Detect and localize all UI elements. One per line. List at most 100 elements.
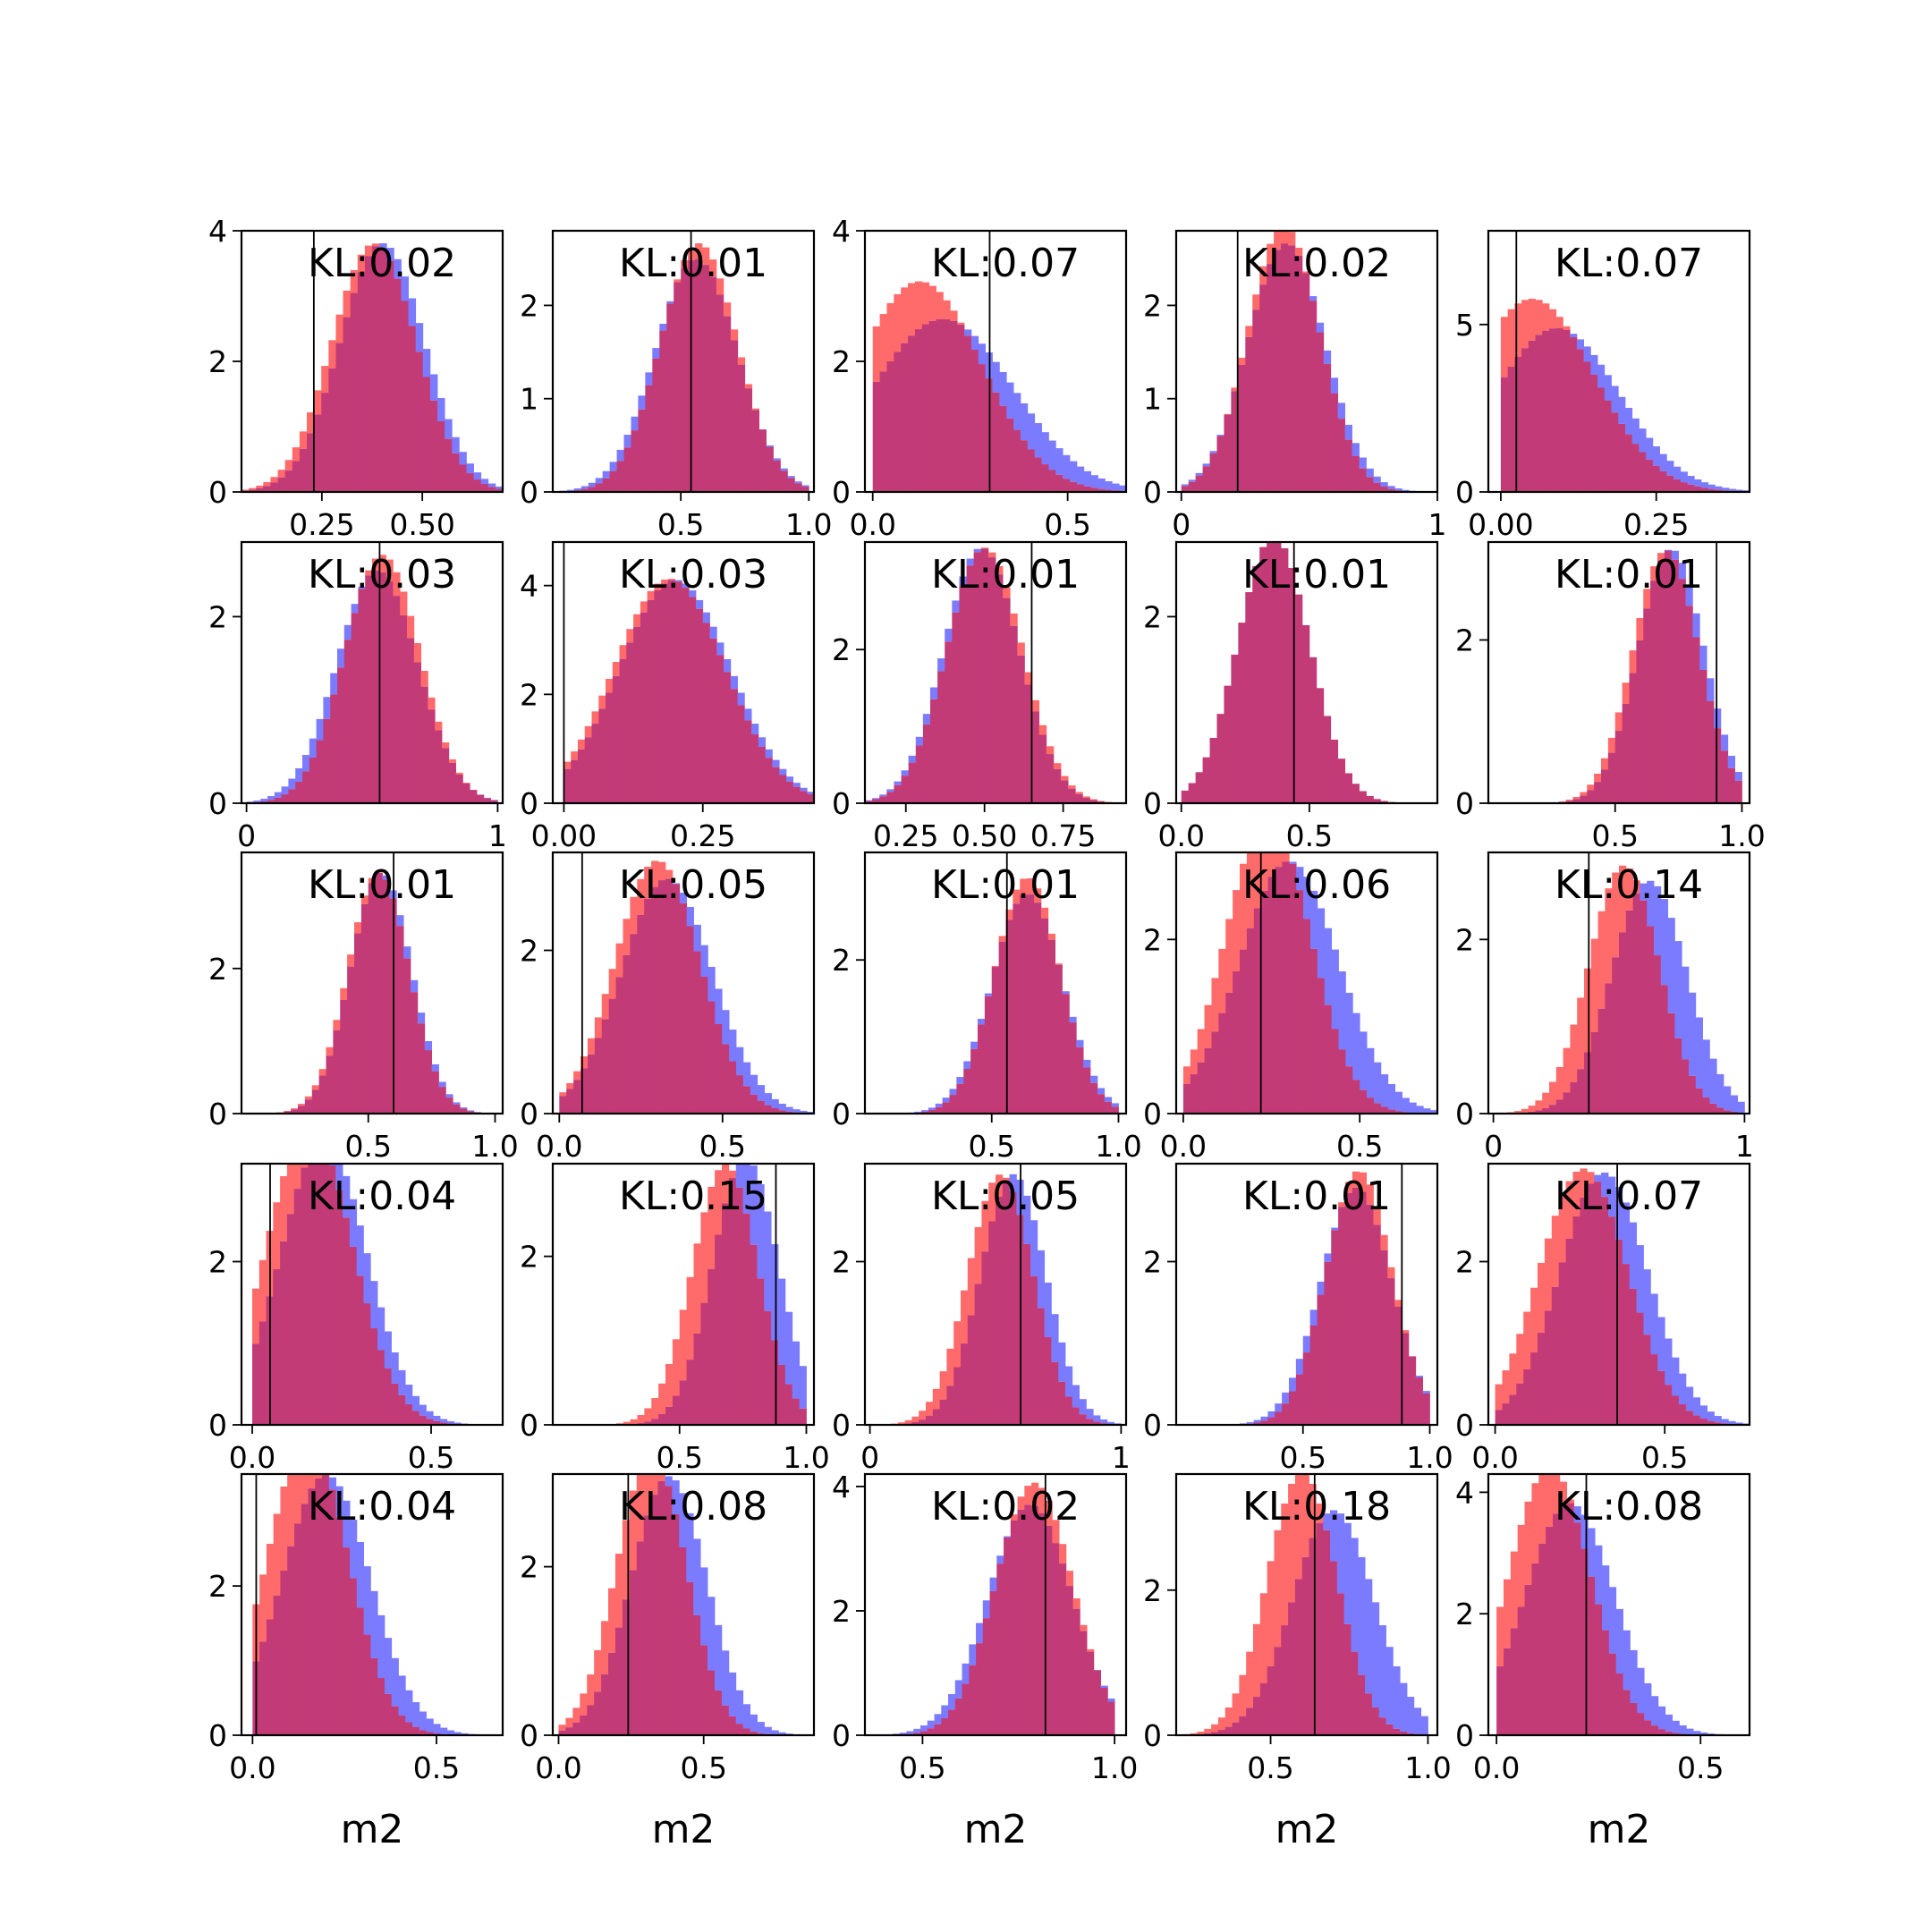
blue-bar	[1595, 1545, 1603, 1605]
overlap-bar	[872, 381, 880, 492]
overlap-bar	[350, 1578, 358, 1735]
y-tick-label: 4	[1455, 1475, 1474, 1510]
blue-bar	[1583, 346, 1591, 362]
blue-bar	[686, 1513, 694, 1582]
red-bar	[1394, 1300, 1402, 1307]
blue-bar	[757, 1183, 765, 1279]
overlap-bar	[1714, 1422, 1722, 1425]
blue-bar	[935, 1103, 944, 1107]
blue-bar	[349, 1199, 358, 1247]
overlap-bar	[466, 1111, 475, 1114]
red-bar	[636, 1474, 645, 1542]
blue-bar	[616, 449, 624, 462]
overlap-bar	[301, 1167, 309, 1425]
overlap-bar	[565, 1727, 573, 1735]
overlap-bar	[1204, 1733, 1212, 1735]
blue-bar	[956, 1076, 964, 1084]
kl-label: KL:0.08	[619, 1484, 767, 1530]
red-bar	[936, 292, 944, 319]
axes-frame	[863, 1162, 1128, 1427]
red-bar	[286, 1164, 295, 1215]
overlap-bar	[932, 1409, 941, 1425]
overlap-bar	[976, 1643, 984, 1735]
overlap-bar	[996, 1196, 1004, 1425]
blue-bar	[1406, 1697, 1415, 1733]
y-tick-label: 2	[520, 677, 538, 712]
red-bar	[347, 954, 355, 967]
overlap-bar	[1086, 1419, 1094, 1425]
overlap-bar	[1093, 1670, 1102, 1735]
blue-bar	[1023, 1195, 1031, 1244]
overlap-bar	[1260, 1420, 1268, 1425]
blue-bar	[659, 323, 667, 331]
blue-bar	[460, 1107, 468, 1109]
red-bar	[1005, 909, 1013, 920]
blue-bar	[1316, 322, 1325, 333]
overlap-bar	[1294, 255, 1303, 492]
overlap-bar	[650, 1495, 658, 1735]
overlap-bar	[771, 1107, 779, 1114]
x-tick-label: 0.5	[657, 1440, 703, 1475]
overlap-bar	[780, 470, 788, 492]
overlap-bar	[1563, 329, 1571, 492]
x-tick-label: 0.0	[536, 1129, 582, 1164]
blue-bar	[1415, 1376, 1424, 1378]
overlap-bar	[445, 1097, 453, 1114]
blue-bar	[1351, 1538, 1359, 1652]
blue-bar	[1181, 484, 1190, 487]
blue-bar	[927, 1720, 935, 1729]
axes-frame	[1174, 1162, 1439, 1427]
x-tick-label: 0	[237, 818, 256, 853]
blue-bar	[1380, 1074, 1389, 1107]
blue-bar	[429, 374, 438, 401]
red-bar	[572, 1707, 580, 1723]
overlap-bar	[577, 749, 586, 803]
blue-bar	[1343, 1522, 1352, 1624]
red-bar	[249, 487, 257, 490]
y-tick-label: 2	[520, 288, 538, 323]
axes-frame	[551, 1162, 816, 1427]
overlap-bar	[405, 1722, 413, 1735]
kl-label: KL:0.02	[1242, 241, 1391, 286]
histogram-panel-20: KL:0.070.0 0.502	[1455, 1162, 1751, 1475]
overlap-bar	[695, 258, 703, 492]
overlap-bar	[1587, 790, 1595, 803]
red-bar	[1068, 785, 1076, 789]
overlap-bar	[403, 958, 411, 1114]
blue-bar	[963, 1061, 971, 1069]
overlap-bar	[1555, 1099, 1564, 1114]
blue-bar	[928, 1107, 936, 1110]
overlap-bar	[1385, 1724, 1394, 1735]
overlap-bar	[311, 1089, 320, 1114]
blue-bar	[1660, 899, 1668, 986]
blue-bar	[394, 258, 402, 279]
overlap-bar	[1692, 1415, 1701, 1425]
overlap-bar	[1072, 1608, 1080, 1735]
kl-label: KL:0.05	[931, 1174, 1080, 1219]
blue-bar	[674, 580, 682, 582]
histogram-panel-18: KL:0.050 102	[832, 1162, 1131, 1475]
x-tick-label: 1.0	[1406, 1440, 1453, 1475]
overlap-bar	[1664, 550, 1673, 803]
blue-bar	[1630, 1649, 1638, 1703]
blue-bar	[715, 988, 723, 1024]
y-tick-label: 2	[832, 1245, 851, 1280]
overlap-bar	[1274, 250, 1282, 492]
blue-bar	[631, 416, 639, 431]
y-tick-label: 0	[1143, 1097, 1162, 1131]
overlap-bar	[1608, 1653, 1617, 1735]
overlap-bar	[580, 488, 589, 492]
red-bar	[1252, 1623, 1261, 1698]
overlap-bar	[757, 1733, 765, 1735]
overlap-bar	[1281, 547, 1289, 803]
blue-bar	[1674, 466, 1682, 479]
axes-frame	[1174, 851, 1439, 1115]
overlap-bar	[785, 1111, 793, 1114]
red-bar	[598, 695, 606, 709]
red-bar	[263, 481, 271, 487]
blue-bar	[1671, 550, 1680, 560]
blue-bar	[1608, 1587, 1617, 1654]
overlap-bar	[612, 675, 620, 803]
blue-bar	[1615, 1608, 1623, 1674]
